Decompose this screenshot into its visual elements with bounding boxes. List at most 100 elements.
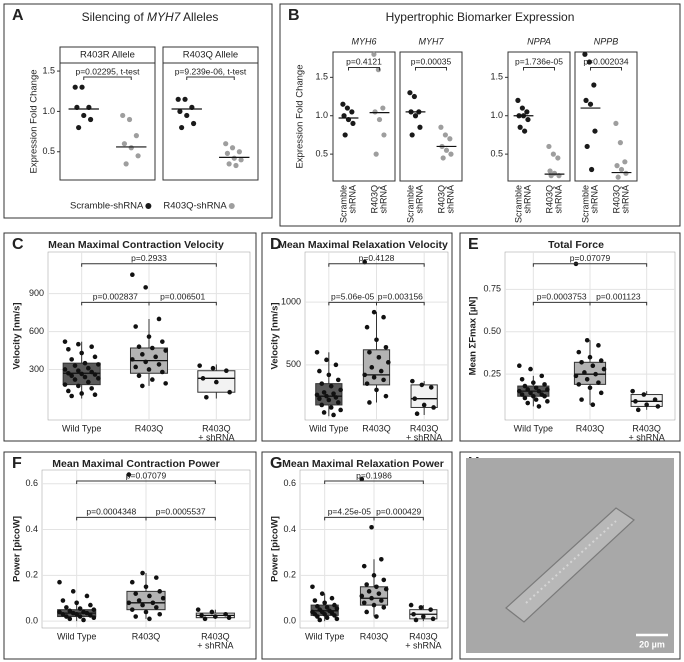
data-point [652, 397, 658, 402]
y-tick-label: 0.4 [283, 524, 296, 534]
data-point [57, 609, 62, 615]
facet-frame [59, 62, 156, 181]
data-point [146, 367, 152, 372]
title-part: Hypertrophic Biomarker Expression [386, 10, 575, 24]
data-point [70, 589, 76, 594]
x-tick-label: shRNA [347, 185, 357, 214]
data-point [224, 150, 231, 156]
data-point [96, 362, 101, 367]
data-point [150, 345, 155, 351]
facet-name: NPPA [527, 36, 551, 46]
data-point [79, 391, 84, 396]
data-point [371, 309, 377, 315]
x-tick-label: shRNA [553, 185, 563, 214]
y-axis-label: Power [picoW] [270, 516, 281, 582]
data-point [442, 132, 448, 138]
p-value: p=1.736e-05 [515, 57, 563, 67]
legend-swatch [228, 203, 235, 209]
data-point [576, 349, 582, 355]
box [573, 361, 607, 385]
data-point [546, 143, 552, 150]
data-point [542, 382, 547, 387]
data-point [79, 371, 84, 377]
box [410, 384, 438, 408]
data-point [184, 112, 190, 119]
p-value: p=5.06e-05 [331, 292, 375, 302]
x-tick-label: R403Q [576, 423, 605, 433]
data-point [157, 589, 163, 594]
x-tick-label: Scramble [405, 185, 415, 223]
data-point [123, 161, 129, 167]
data-point [369, 595, 374, 601]
p-value: p=0.1986 [356, 470, 392, 480]
panel-letter: C [12, 236, 24, 253]
data-point [587, 354, 593, 360]
p-value: p=0.07079 [570, 253, 611, 263]
data-point [519, 376, 525, 382]
y-tick-label: 0.75 [483, 284, 501, 294]
data-point [371, 375, 377, 380]
data-point [579, 397, 584, 402]
p-value: p=0.00035 [411, 57, 452, 67]
data-point [525, 400, 531, 406]
x-tick-label: shRNA [522, 185, 532, 214]
x-tick-label: + shRNA [197, 640, 233, 650]
data-point [573, 373, 579, 379]
data-point [69, 373, 74, 379]
panel-frame [261, 232, 453, 442]
data-point [210, 365, 216, 371]
y-tick-label: 0.25 [483, 369, 501, 379]
p-bracket [415, 66, 447, 71]
data-point [592, 128, 598, 134]
data-point [350, 120, 356, 127]
data-point [362, 372, 368, 378]
data-point [380, 105, 386, 111]
data-point [378, 368, 384, 374]
data-point [79, 350, 84, 356]
data-point [66, 346, 71, 352]
data-point [197, 363, 202, 368]
p-value: p=0.0004348 [86, 507, 136, 517]
y-tick-label: 1.5 [42, 65, 55, 75]
data-point [229, 145, 236, 151]
data-point [428, 385, 434, 390]
x-tick-label: R403Q [544, 185, 554, 214]
data-point [381, 314, 386, 320]
data-point [333, 395, 339, 400]
p-bracket [348, 66, 380, 71]
p-bracket [145, 516, 216, 521]
x-tick-label: R403Q [132, 631, 161, 641]
y-tick-label: 0.50 [483, 326, 501, 336]
x-tick-label: R403Q [611, 185, 621, 214]
p-bracket [83, 76, 132, 81]
data-point [150, 377, 155, 382]
data-point [430, 616, 436, 622]
x-tick-label: Scramble [580, 185, 590, 223]
x-tick-label: shRNA [589, 185, 599, 214]
data-point [213, 614, 218, 619]
data-point [618, 166, 625, 173]
data-point [140, 352, 145, 357]
y-tick-label: 1.5 [490, 72, 503, 82]
data-point [590, 402, 596, 408]
p-value: p=0.000429 [376, 507, 421, 517]
data-point [322, 611, 327, 617]
p-bracket [76, 480, 216, 485]
data-point [223, 141, 229, 147]
data-point [334, 606, 340, 611]
data-point [319, 381, 325, 386]
data-point [64, 614, 69, 619]
data-point [448, 151, 454, 157]
data-point [381, 577, 387, 583]
data-point [328, 405, 334, 410]
facet-frame [162, 62, 259, 181]
x-tick-label: + shRNA [198, 432, 234, 442]
data-point [366, 589, 372, 594]
data-point [233, 162, 239, 169]
data-point [143, 609, 149, 615]
p-bracket [186, 76, 235, 81]
data-point [140, 602, 145, 608]
x-tick-label: shRNA [414, 185, 424, 214]
data-point [147, 616, 152, 622]
data-point [74, 600, 79, 606]
